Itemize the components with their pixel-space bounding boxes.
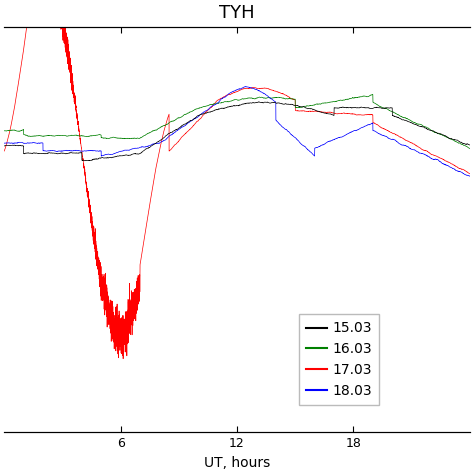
Legend: 15.03, 16.03, 17.03, 18.03: 15.03, 16.03, 17.03, 18.03 [299, 314, 379, 405]
X-axis label: UT, hours: UT, hours [204, 456, 270, 470]
Title: TYH: TYH [219, 4, 255, 22]
